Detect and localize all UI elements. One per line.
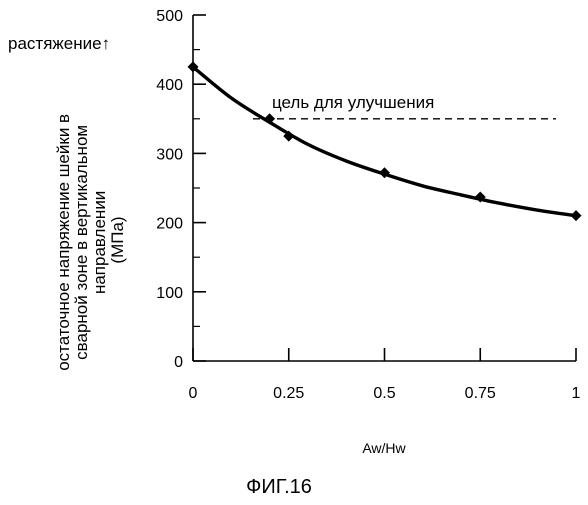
- target-label: цель для улучшения: [272, 93, 434, 112]
- y-tick-label: 100: [156, 285, 183, 302]
- y-axis-label-line-3: направлении: [90, 191, 109, 294]
- figure-caption: ФИГ.16: [246, 476, 312, 498]
- y-tick-label: 400: [156, 77, 183, 94]
- y-tick-label: 0: [174, 354, 183, 371]
- y-axis-label: остаточное напряжение шейки в сварной зо…: [54, 109, 127, 371]
- x-tick-label: 1: [572, 385, 581, 402]
- y-axis-label-line-1: остаточное напряжение шейки в: [54, 114, 73, 371]
- x-axis-label: Aw/Hw: [362, 440, 406, 456]
- data-point: [571, 210, 582, 221]
- y-tick-label: 300: [156, 146, 183, 163]
- y-tick-label: 500: [156, 8, 183, 25]
- x-tick-label: 0: [189, 385, 198, 402]
- y-axis-label-line-4: (МПа): [108, 216, 127, 263]
- tension-label: растяжение↑: [8, 34, 110, 53]
- x-tick-label: 0.25: [273, 385, 304, 402]
- axes: [193, 15, 576, 361]
- data-series: [188, 61, 582, 221]
- y-tick-label: 200: [156, 216, 183, 233]
- y-axis-label-line-2: сварной зоне в вертикальном: [72, 125, 91, 360]
- fit-curve: [193, 67, 576, 216]
- x-tick-label: 0.5: [373, 385, 395, 402]
- x-tick-label: 0.75: [465, 385, 496, 402]
